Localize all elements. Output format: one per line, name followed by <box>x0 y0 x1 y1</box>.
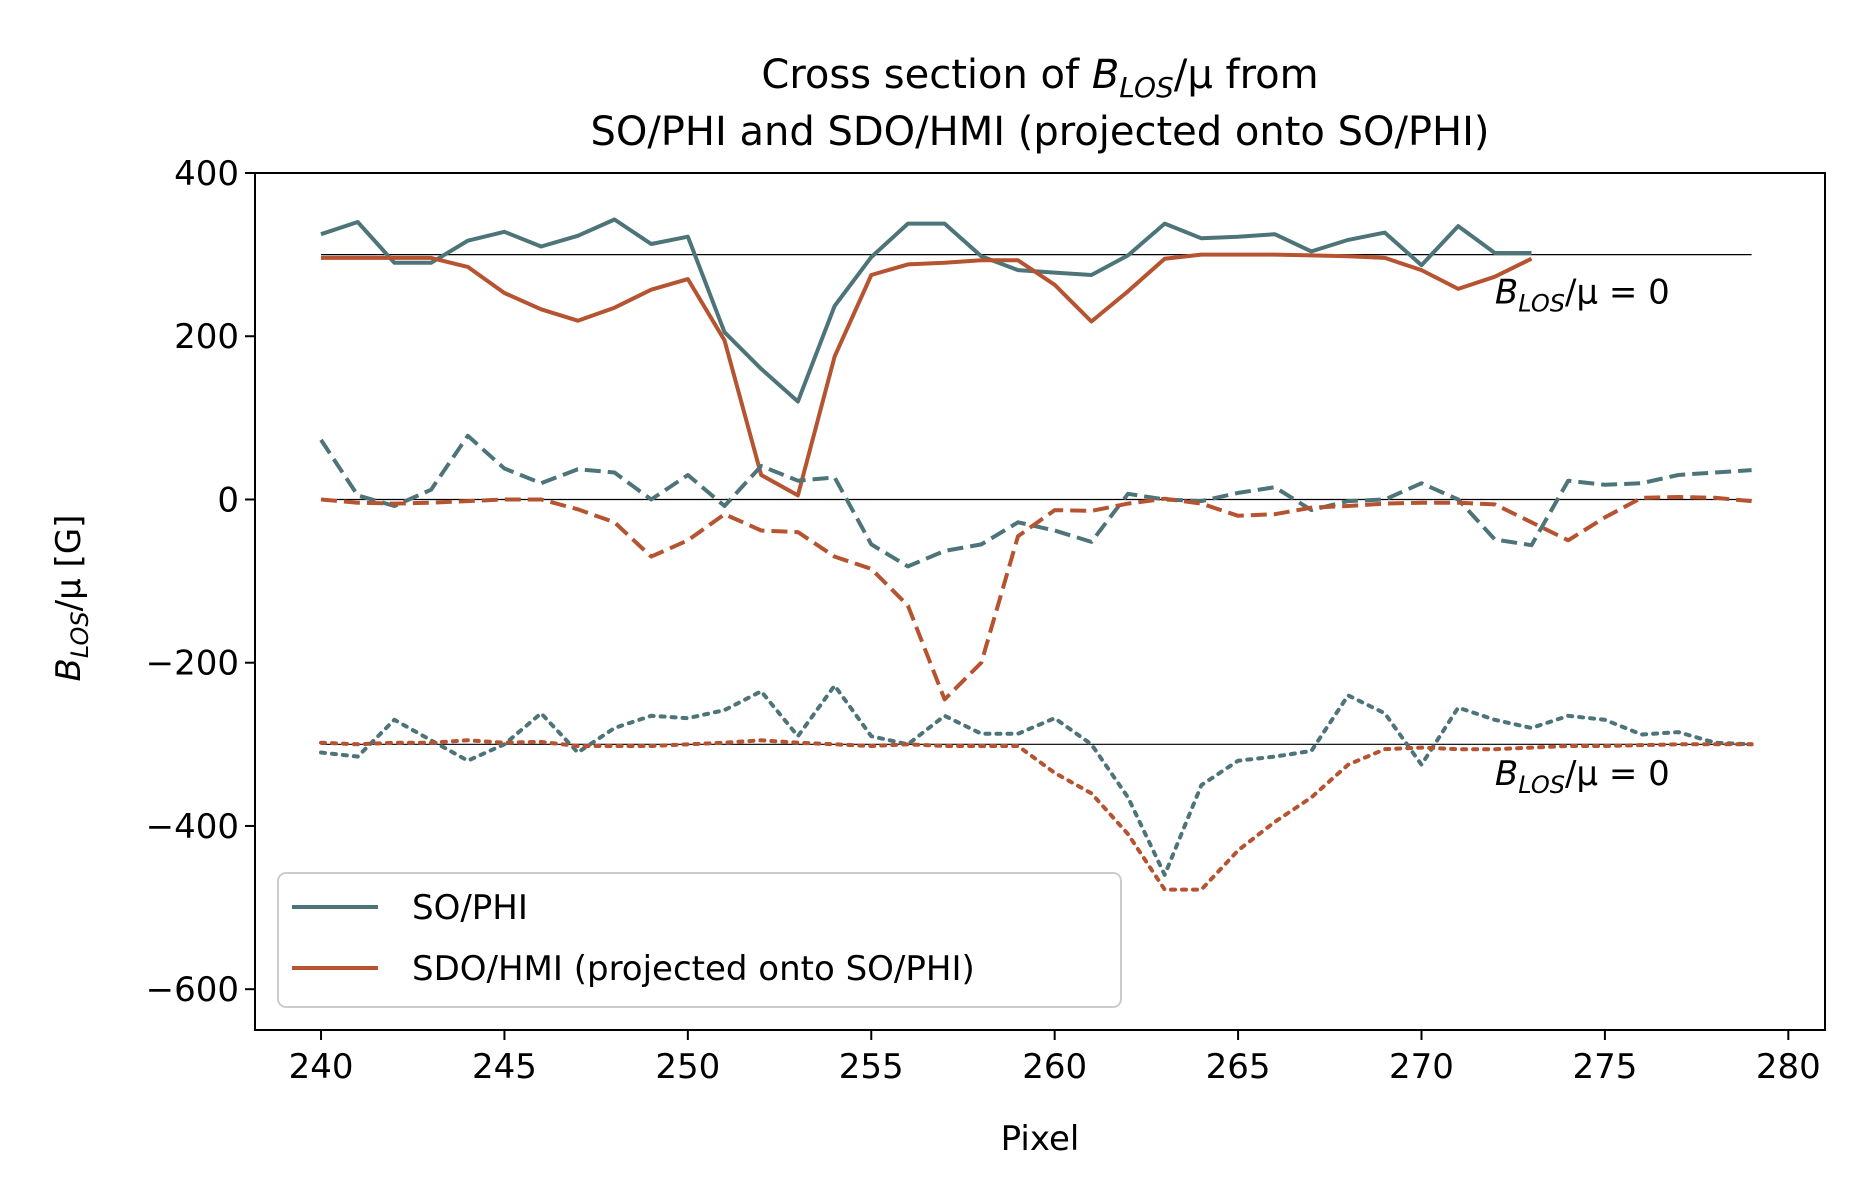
legend: SO/PHI SDO/HMI (projected onto SO/PHI) <box>277 872 1122 1008</box>
annotation-upper: BLOS/μ = 0 <box>1495 273 1670 318</box>
y-axis-label: BLOS/μ [G] <box>49 515 94 682</box>
series-phi-solid <box>320 217 1532 404</box>
x-tick-label: 250 <box>655 1047 720 1087</box>
series-lines <box>319 217 1754 892</box>
series-phi-dashed <box>319 433 1752 569</box>
x-tick-label: 255 <box>839 1047 904 1087</box>
x-tick-label: 265 <box>1206 1047 1271 1087</box>
series-hmi-dotted <box>319 738 1754 892</box>
series-hmi-solid <box>321 252 1533 498</box>
plot-frame <box>254 172 1826 1031</box>
axis-ticks: 240 245 250 255 260 265 270 275 280 400 200 0 −200 −4… <box>146 154 1821 1087</box>
y-tick-label: 200 <box>174 317 239 357</box>
y-tick-label: −200 <box>146 644 239 684</box>
x-tick-label: 280 <box>1756 1047 1821 1087</box>
y-tick-label: 400 <box>174 154 239 194</box>
annotation-lower: BLOS/μ = 0 <box>1495 754 1670 799</box>
chart-title-line-1: Cross section of BLOS/μ from <box>761 52 1318 104</box>
y-tick-label: 0 <box>217 480 239 520</box>
y-tick-label: −600 <box>146 970 239 1010</box>
y-tick-label: −400 <box>146 807 239 847</box>
legend-box <box>277 872 1122 1008</box>
x-tick-label: 245 <box>472 1047 537 1087</box>
chart-title-line-2: SO/PHI and SDO/HMI (projected onto SO/PH… <box>590 109 1489 155</box>
x-tick-label: 270 <box>1389 1047 1454 1087</box>
legend-label-hmi: SDO/HMI (projected onto SO/PHI) <box>412 949 975 989</box>
x-tick-label: 260 <box>1022 1047 1087 1087</box>
series-phi-dotted <box>319 683 1754 877</box>
series-hmi-dashed <box>320 495 1752 702</box>
x-axis-label: Pixel <box>1001 1119 1080 1159</box>
x-tick-label: 240 <box>289 1047 354 1087</box>
legend-label-phi: SO/PHI <box>412 888 528 928</box>
x-tick-label: 275 <box>1572 1047 1637 1087</box>
